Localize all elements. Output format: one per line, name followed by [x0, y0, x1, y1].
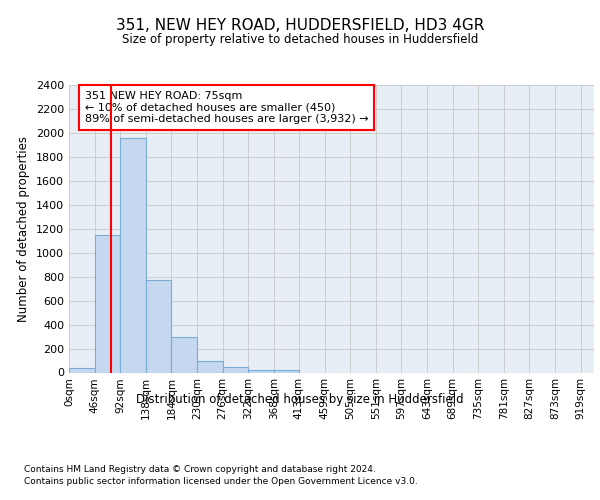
- Y-axis label: Number of detached properties: Number of detached properties: [17, 136, 31, 322]
- Bar: [120, 138, 146, 372]
- Bar: [146, 280, 172, 372]
- Bar: [274, 370, 299, 372]
- Bar: [69, 368, 95, 372]
- Text: Contains public sector information licensed under the Open Government Licence v3: Contains public sector information licen…: [24, 478, 418, 486]
- Text: Size of property relative to detached houses in Huddersfield: Size of property relative to detached ho…: [122, 32, 478, 46]
- Text: 351 NEW HEY ROAD: 75sqm
← 10% of detached houses are smaller (450)
89% of semi-d: 351 NEW HEY ROAD: 75sqm ← 10% of detache…: [85, 91, 368, 124]
- Text: 351, NEW HEY ROAD, HUDDERSFIELD, HD3 4GR: 351, NEW HEY ROAD, HUDDERSFIELD, HD3 4GR: [116, 18, 484, 32]
- Bar: [172, 337, 197, 372]
- Bar: [197, 360, 223, 372]
- Text: Contains HM Land Registry data © Crown copyright and database right 2024.: Contains HM Land Registry data © Crown c…: [24, 465, 376, 474]
- Bar: [248, 370, 274, 372]
- Text: Distribution of detached houses by size in Huddersfield: Distribution of detached houses by size …: [136, 392, 464, 406]
- Bar: [95, 236, 120, 372]
- Bar: [223, 367, 248, 372]
